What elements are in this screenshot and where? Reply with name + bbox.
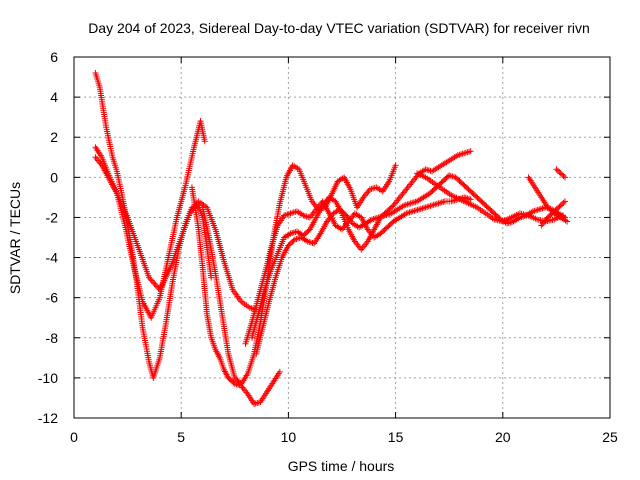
- series-track-4: [188, 184, 283, 407]
- series-track-12: [538, 198, 568, 229]
- grid-lines: [74, 57, 610, 418]
- x-tick-label: 25: [602, 429, 618, 445]
- y-tick-label: -12: [38, 410, 58, 426]
- data-point-marker: [150, 279, 157, 286]
- x-tick-label: 20: [495, 429, 511, 445]
- y-axis-label: SDTVAR / TECUs: [7, 182, 23, 294]
- y-tick-label: 2: [50, 129, 58, 145]
- data-point-marker: [389, 203, 396, 210]
- data-point-marker: [392, 162, 399, 169]
- series-track-10: [525, 174, 571, 225]
- series-track-8: [253, 172, 568, 357]
- x-tick-label: 0: [70, 429, 78, 445]
- plot-frame: [73, 56, 611, 419]
- data-point-marker: [152, 282, 159, 289]
- series-track-5: [199, 162, 399, 387]
- data-point-marker: [556, 203, 563, 210]
- y-tick-label: -6: [46, 290, 59, 306]
- x-tick-label: 15: [388, 429, 404, 445]
- data-point-marker: [556, 168, 563, 175]
- data-point-marker: [201, 138, 208, 145]
- x-tick-label: 10: [281, 429, 297, 445]
- data-point-marker: [561, 198, 568, 205]
- series-track-11: [553, 166, 568, 181]
- tick-labels: 0 5 10 15 20 25 -12 -10 -8 -6 -4 -2 0 2 4 6: [38, 49, 618, 445]
- data-point-marker: [554, 167, 561, 174]
- data-point-marker: [342, 211, 349, 218]
- data-point-marker: [467, 148, 474, 155]
- series-track-9: [414, 170, 566, 225]
- data-point-marker: [148, 277, 155, 284]
- data-point-marker: [559, 171, 566, 178]
- y-tick-label: -2: [46, 209, 59, 225]
- data-point-marker: [560, 172, 567, 179]
- data-point-marker: [561, 174, 568, 181]
- data-point-marker: [564, 218, 571, 225]
- data-point-marker: [557, 202, 564, 209]
- y-tick-label: -8: [46, 330, 59, 346]
- y-tick-label: -10: [38, 370, 58, 386]
- y-tick-label: 6: [50, 49, 58, 65]
- data-point-marker: [559, 201, 566, 208]
- axis-ticks: [73, 56, 611, 419]
- x-tick-label: 5: [177, 429, 185, 445]
- chart-title: Day 204 of 2023, Sidereal Day-to-day VTE…: [88, 20, 590, 36]
- y-tick-label: 0: [50, 169, 58, 185]
- y-tick-label: 4: [50, 89, 58, 105]
- y-tick-label: -4: [46, 250, 59, 266]
- data-point-marker: [560, 199, 567, 206]
- data-point-marker: [553, 166, 560, 173]
- data-point-marker: [276, 368, 283, 375]
- data-point-marker: [151, 280, 158, 287]
- series-track-3: [92, 154, 260, 313]
- series-track-7: [248, 148, 474, 341]
- data-point-marker: [557, 170, 564, 177]
- data-points: [92, 70, 571, 407]
- x-axis-label: GPS time / hours: [288, 458, 395, 474]
